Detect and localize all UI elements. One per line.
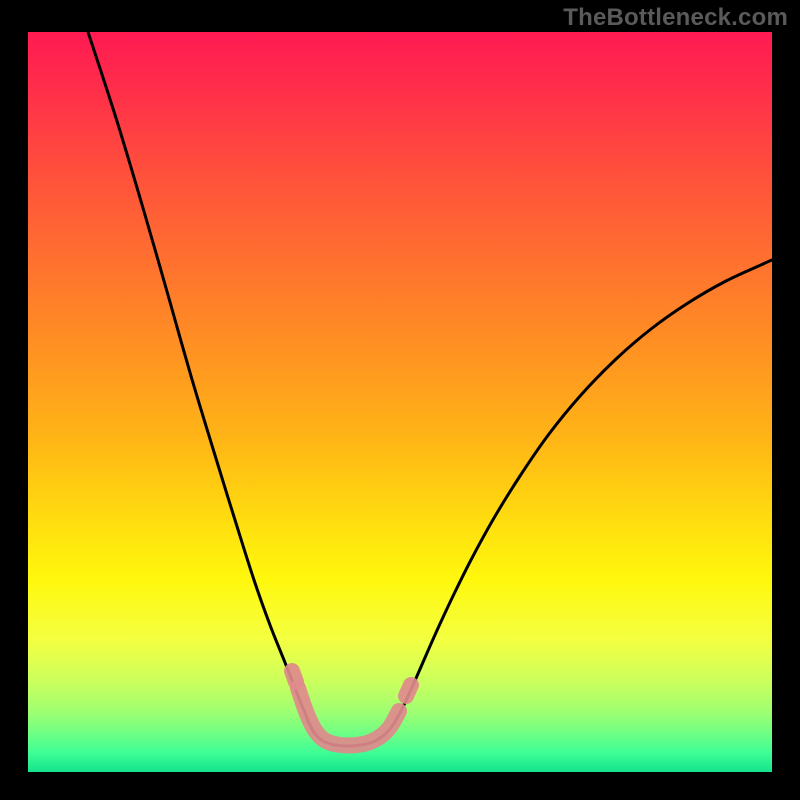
figure-root: TheBottleneck.com — [0, 0, 800, 800]
watermark-text: TheBottleneck.com — [563, 4, 788, 32]
plot-background — [28, 32, 772, 772]
overlay-dot-1 — [406, 685, 411, 696]
overlay-dot-0 — [292, 671, 296, 682]
chart-svg — [0, 0, 800, 800]
